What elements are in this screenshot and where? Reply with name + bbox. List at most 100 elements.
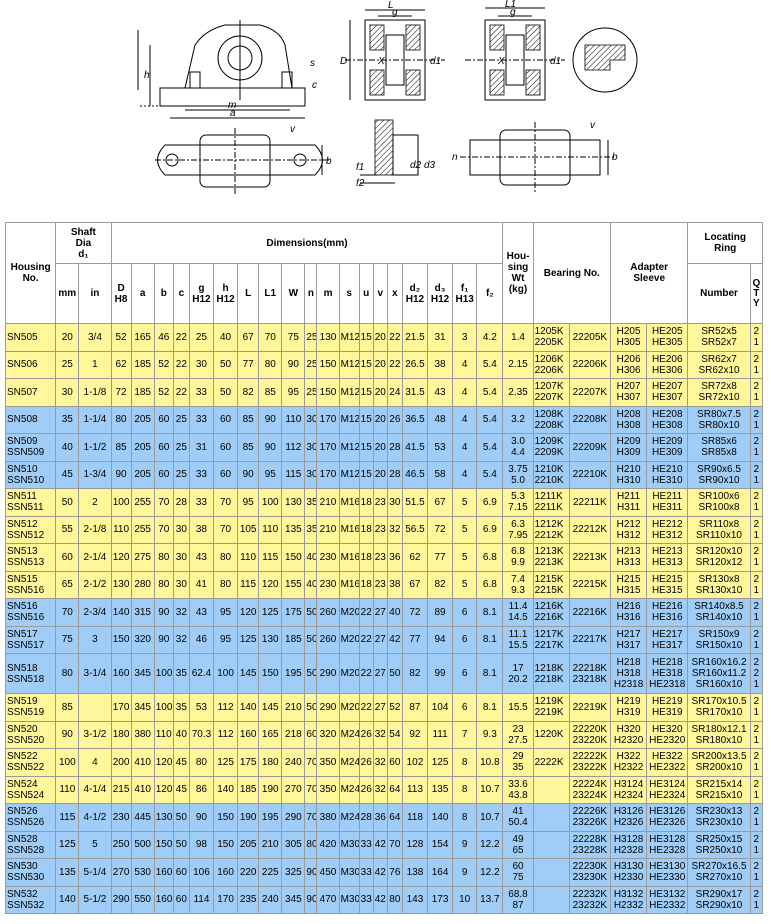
table-cell: 2.15 — [502, 350, 534, 379]
drawing-label: d2 — [410, 160, 422, 171]
table-cell: 72 — [426, 515, 454, 544]
table-cell: HE3132 HE2332 — [646, 885, 689, 914]
table-cell: 10.8 — [476, 748, 504, 777]
table-cell: M12 — [338, 433, 360, 462]
table-cell: 25 — [304, 350, 318, 379]
table-cell: 31 — [188, 433, 215, 462]
table-cell: 140 — [55, 885, 80, 914]
table-cell: 170 — [316, 460, 340, 489]
table-cell: H3124 H2324 — [609, 775, 648, 804]
table-cell: 50 — [386, 653, 403, 694]
table-cell: 120 — [110, 543, 132, 572]
table-cell: 50 — [212, 378, 239, 407]
table-cell: 23 27.5 — [502, 720, 534, 749]
table-cell: 1213K 2213K — [532, 543, 570, 572]
table-cell: 170 — [212, 885, 239, 914]
table-cell: 5-1/4 — [78, 858, 112, 887]
table-cell: 20 — [372, 350, 388, 379]
table-cell: 1215K 2215K — [532, 570, 570, 599]
table-cell: 70 — [212, 488, 239, 517]
drawings: h c s m a L g D X d1 L1 g X d1 v b f1 f2… — [137, 0, 638, 195]
header-cell: a — [130, 263, 155, 324]
table-cell: 125 — [237, 625, 260, 654]
table-row: SN518 SSN518 80 3-1/4 160 345 100 35 62.4 100 145… — [4, 653, 764, 694]
header-cell: Bearing No. — [532, 222, 611, 324]
table-cell: M24 — [338, 720, 360, 749]
table-cell: 2 1 — [749, 405, 764, 434]
table-cell: 75 — [281, 323, 306, 352]
table-cell: SN511 SSN511 — [4, 488, 57, 517]
table-cell: 150 — [153, 830, 174, 859]
table-cell: 115 — [258, 543, 283, 572]
table-cell: H216 H316 — [609, 598, 648, 627]
table-cell: 26 — [358, 748, 374, 777]
table-cell: 112 — [281, 433, 306, 462]
table-cell: 2 1 — [749, 570, 764, 599]
drawing-label: h — [144, 70, 150, 81]
table-cell: SN530 SSN530 — [4, 858, 57, 887]
header-cell: f₂ — [476, 263, 504, 324]
table-cell: 11.1 15.5 — [502, 625, 534, 654]
header-cell: u — [358, 263, 374, 324]
table-cell: 2 1 — [749, 460, 764, 489]
table-cell: SN510 SSN510 — [4, 460, 57, 489]
table-cell: SN526 SSN526 — [4, 803, 57, 832]
table-cell: 6.9 — [476, 488, 504, 517]
table-cell: 27 — [372, 693, 388, 722]
table-cell: 255 — [130, 515, 155, 544]
table-cell: SN516 SSN516 — [4, 598, 57, 627]
table-cell: 115 — [237, 570, 260, 599]
table-cell: HE218 HE318 HE2318 — [646, 653, 689, 694]
drawing-label: m — [228, 100, 236, 111]
table-cell: 80 — [304, 830, 318, 859]
table-cell: 8 — [452, 803, 478, 832]
table-cell: SR140x8.5 SR140x10 — [687, 598, 751, 627]
table-cell: 95 — [281, 378, 306, 407]
table-cell: 80 — [153, 543, 174, 572]
plan-view-2 — [460, 122, 615, 192]
table-cell: 4 — [452, 378, 478, 407]
table-cell: 220 — [237, 858, 260, 887]
table-cell: 52 — [110, 323, 132, 352]
table-cell: 110 — [110, 515, 132, 544]
table-cell: 30 — [304, 405, 318, 434]
table-cell: 23 — [372, 543, 388, 572]
table-cell: SN508 — [4, 405, 57, 434]
table-cell: 32 — [386, 515, 403, 544]
table-cell: 102 — [401, 748, 428, 777]
table-cell: 50 — [55, 488, 80, 517]
table-cell: 155 — [281, 570, 306, 599]
table-cell: 22 — [386, 350, 403, 379]
table-cell: 100 — [55, 748, 80, 777]
table-cell: 90 — [258, 405, 283, 434]
table-row: SN515 SSN516 65 2-1/2 130 280 80 30 41 80 115 120 1… — [4, 570, 764, 599]
table-cell: SN517 SSN517 — [4, 625, 57, 654]
table-cell: SN532 SSN532 — [4, 885, 57, 914]
table-cell: 164 — [426, 858, 454, 887]
table-cell: H208 H308 — [609, 405, 648, 434]
table-cell: 85 — [237, 433, 260, 462]
table-cell: 112 — [212, 693, 239, 722]
table-cell: 22211K — [568, 488, 611, 517]
table-cell: 2 1 — [749, 858, 764, 887]
table-cell: HE3126 HE2326 — [646, 803, 689, 832]
table-cell: SR52x5 SR52x7 — [687, 323, 751, 352]
table-cell: 410 — [130, 748, 155, 777]
table-cell: 70 — [212, 515, 239, 544]
drawing-label: v — [590, 120, 596, 131]
table-row: SN511 SSN511 50 2 100 255 70 28 33 70 95 100 130 35 2… — [4, 488, 764, 517]
table-cell: 2-1/8 — [78, 515, 112, 544]
table-cell: 60 — [212, 460, 239, 489]
table-cell: 72 — [110, 378, 132, 407]
table-cell: 105 — [237, 515, 260, 544]
table-cell: 6.8 — [476, 570, 504, 599]
table-cell: SR250x15 SR250x10 — [687, 830, 751, 859]
table-row: SN513 SSN513 60 2-1/4 120 275 80 30 43 80 110 115 1… — [4, 543, 764, 572]
table-cell: SN509 SSN509 — [4, 433, 57, 462]
table-cell: 230 — [316, 543, 340, 572]
table-cell: SR230x13 SR230x10 — [687, 803, 751, 832]
table-cell: 22224K 23224K — [568, 775, 611, 804]
table-cell: HE322 HE2322 — [646, 748, 689, 777]
table-row: SN516 SSN516 70 2-3/4 140 315 90 32 43 95 120 125 1… — [4, 598, 764, 627]
table-cell: 2-3/4 — [78, 598, 112, 627]
